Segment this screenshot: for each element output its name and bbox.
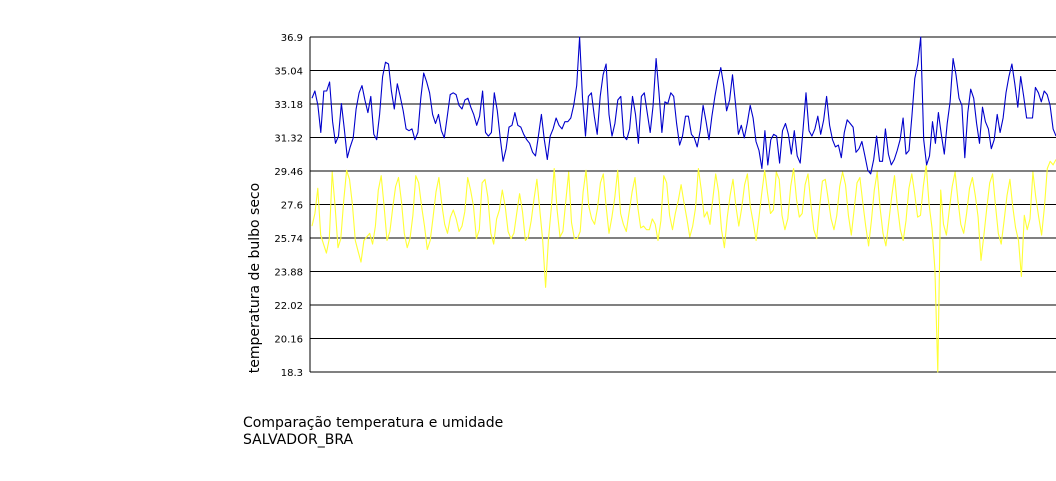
- chart-caption-title: Comparação temperatura e umidade: [243, 415, 504, 431]
- y-tick-label: 36.9: [281, 33, 303, 44]
- series-line-yellow: [311, 159, 1056, 373]
- y-tick-label: 18.3: [281, 368, 303, 379]
- y-tick-label: 31.32: [274, 134, 303, 145]
- y-tick-label: 29.46: [274, 167, 303, 178]
- series-lines: [311, 36, 1056, 373]
- y-tick-label: 27.6: [281, 201, 303, 212]
- y-tick-label: 35.04: [274, 67, 303, 78]
- y-tick-label: 22.02: [274, 301, 303, 312]
- y-tick-label: 20.16: [274, 335, 303, 346]
- y-tick-label: 33.18: [274, 100, 303, 111]
- series-line-blue: [311, 36, 1056, 175]
- y-axis-label: temperatura de bulbo seco: [247, 183, 263, 373]
- y-tick-label: 25.74: [274, 234, 303, 245]
- y-tick-labels: 36.9 35.04 33.18 31.32 29.46 27.6 25.74 23.88 22…: [274, 33, 303, 379]
- y-tick-label: 23.88: [274, 268, 303, 279]
- chart-caption-location: SALVADOR_BRA: [243, 432, 354, 448]
